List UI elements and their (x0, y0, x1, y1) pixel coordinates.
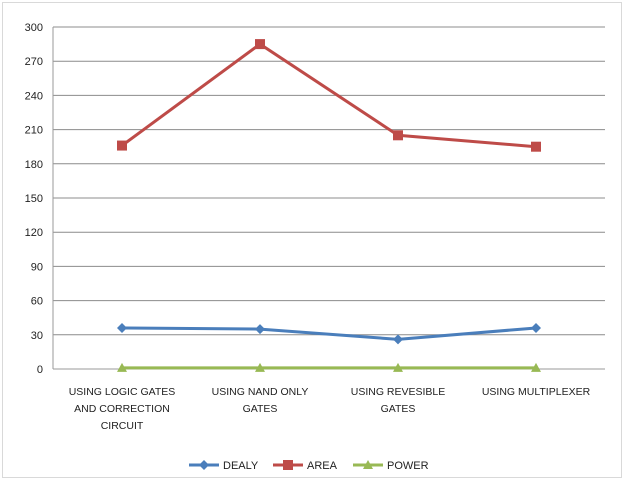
data-point (393, 362, 403, 372)
x-axis-ticks: USING LOGIC GATES AND CORRECTION CIRCUIT US… (69, 386, 591, 432)
series-power (117, 362, 541, 372)
x-tick-label: USING LOGIC GATES AND CORRECTION CIRCUIT (69, 386, 176, 432)
x-tick-label: USING REVESIBLE GATES (351, 386, 446, 415)
x-tick-label: USING MULTIPLEXER (482, 386, 591, 398)
data-point (531, 322, 541, 333)
data-point (393, 334, 403, 345)
y-tick-label: 300 (25, 22, 43, 34)
y-tick-label: 150 (25, 193, 43, 205)
data-point (117, 362, 127, 372)
data-point (393, 130, 403, 141)
data-point (531, 141, 541, 152)
data-point (255, 324, 265, 335)
legend-item: AREA (273, 460, 338, 472)
legend: DEALY AREA POWER (189, 460, 429, 472)
line-chart: 0 30 60 90 120 150 180 210 240 270 300 USING LOGIC… (25, 22, 605, 472)
series-dealy (117, 322, 541, 345)
legend-item: POWER (353, 460, 429, 472)
legend-label: POWER (387, 460, 429, 472)
data-point (255, 39, 265, 50)
y-tick-label: 180 (25, 159, 43, 171)
series-line (121, 42, 537, 149)
y-axis-ticks: 0 30 60 90 120 150 180 210 240 270 300 (25, 22, 43, 376)
gridlines (52, 26, 605, 370)
legend-item: DEALY (189, 460, 259, 472)
data-point (255, 362, 265, 372)
data-point (283, 460, 293, 470)
data-point (199, 460, 209, 470)
chart-frame: 0 30 60 90 120 150 180 210 240 270 300 USING LOGIC… (2, 2, 622, 478)
y-tick-label: 120 (25, 227, 43, 239)
data-point (117, 322, 127, 333)
y-tick-label: 270 (25, 56, 43, 68)
series-area (117, 39, 541, 152)
y-tick-label: 0 (37, 364, 43, 376)
legend-label: DEALY (223, 460, 259, 472)
data-point (117, 140, 127, 151)
y-tick-label: 90 (31, 261, 43, 273)
data-point (531, 362, 541, 372)
x-tick-label: USING NAND ONLY GATES (212, 386, 309, 415)
y-tick-label: 30 (31, 330, 43, 342)
series-layer (117, 39, 541, 372)
data-point (363, 460, 373, 469)
legend-label: AREA (307, 460, 338, 472)
series-line (121, 326, 537, 341)
y-tick-label: 60 (31, 296, 43, 308)
y-tick-label: 210 (25, 125, 43, 137)
y-tick-label: 240 (25, 90, 43, 102)
